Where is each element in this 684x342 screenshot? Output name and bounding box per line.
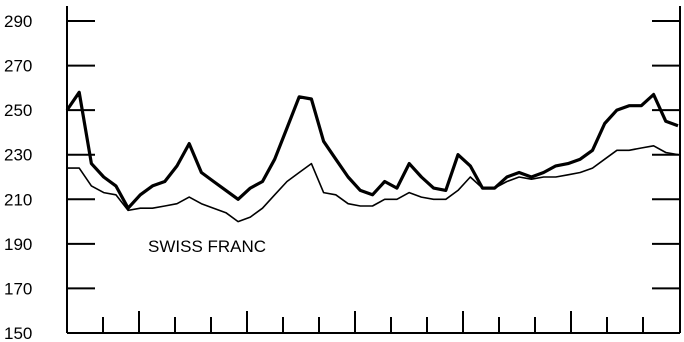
x-ticks [102,311,644,333]
y-tick-label: 170 [4,279,32,298]
series-line-thick [65,90,679,210]
plot-frame [66,6,681,334]
y-ticks: 290 270 250 230 210 190 170 150 [4,12,680,342]
y-tick-label: 250 [4,101,32,120]
y-tick-label: 290 [4,12,32,31]
y-tick-label: 190 [4,235,32,254]
series-line-thin [67,145,679,223]
series-layer [65,90,679,223]
chart-annotation: SWISS FRANC [148,237,266,256]
y-tick-label: 210 [4,190,32,209]
y-tick-label: 270 [4,57,32,76]
y-tick-label: 150 [4,324,32,342]
y-tick-label: 230 [4,146,32,165]
